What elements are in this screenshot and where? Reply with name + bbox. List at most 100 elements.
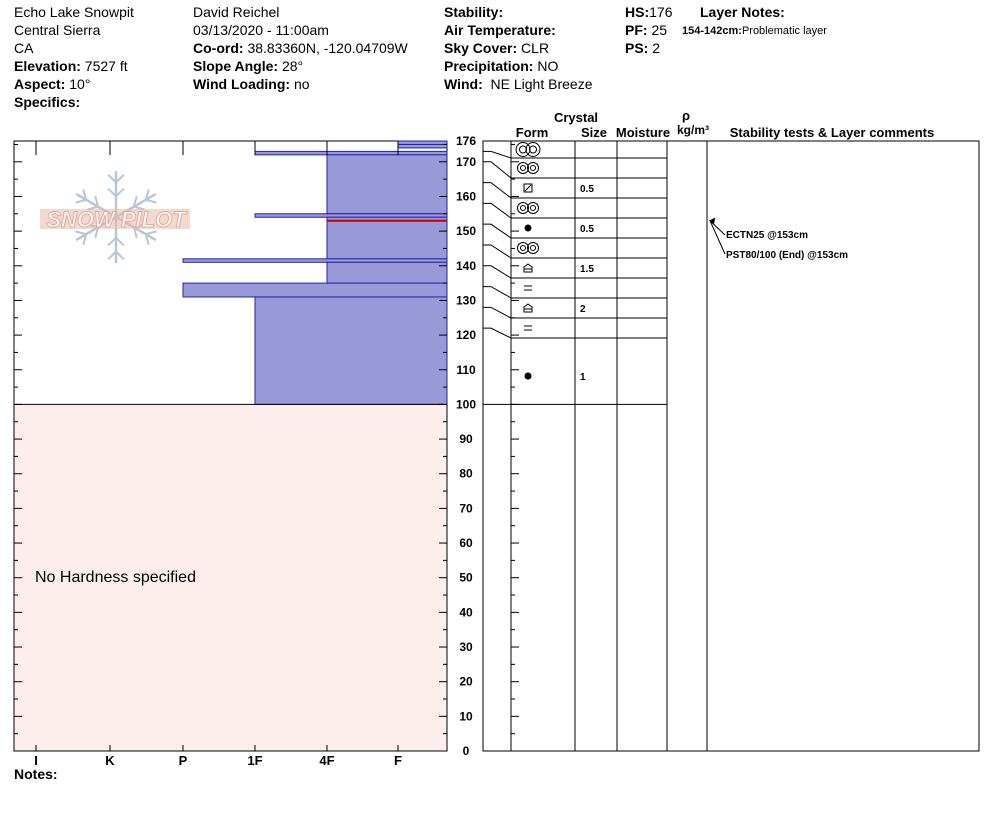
air-temp-row: Air Temperature: (444, 21, 592, 39)
hs-value: 176 (649, 4, 673, 20)
snowflake-branch (115, 250, 125, 260)
layer-note-text: Problematic layer (741, 25, 827, 37)
specifics-label: Specifics: (14, 94, 81, 110)
sky-value: CLR (521, 40, 550, 56)
depth-tick-label: 160 (456, 189, 476, 203)
hs-label: HS: (625, 4, 650, 20)
precip-label: Precipitation: (444, 58, 534, 74)
sky-row: Sky Cover: CLR (444, 39, 592, 57)
slope-row: Slope Angle: 28° (193, 57, 408, 75)
unspecified-hardness-area (14, 404, 447, 751)
observer-name: David Reichel (193, 4, 280, 20)
hardness-layer (254, 213, 448, 218)
snowflake-branch (94, 195, 100, 207)
aspect-label: Aspect: (14, 76, 66, 92)
elevation-value: 7527 ft (84, 58, 128, 74)
stability-test-label: ECTN25 @153cm (726, 230, 808, 241)
hardness-tick-label: 1F (247, 753, 262, 768)
crust-icon (524, 285, 532, 291)
depth-hoar-icon (523, 263, 533, 273)
stability-test-label: PST80/100 (End) @153cm (726, 250, 848, 261)
site-region: Central Sierra (14, 22, 101, 38)
site-state: CA (14, 40, 34, 56)
depth-tick-label: 120 (456, 328, 476, 342)
coord-row: Co-ord: 38.83360N, -120.04709W (193, 39, 408, 57)
stability-row: Stability: (444, 3, 592, 21)
hardness-layer (182, 282, 448, 298)
rounding-faceted-icon (517, 162, 539, 174)
snowflake-branch (75, 230, 87, 236)
layer-connector (483, 306, 512, 319)
depth-tick-label: 170 (456, 155, 476, 169)
depth-tick-label: 176 (456, 134, 476, 148)
snowflake-branch (107, 174, 117, 184)
hardness-layer (254, 150, 448, 156)
snowflake-branch (115, 236, 125, 247)
crystal-header: Crystal (554, 110, 598, 125)
grain-size-label: 1.5 (580, 264, 594, 275)
sky-label: Sky Cover: (444, 40, 518, 56)
ps-label: PS: (625, 40, 649, 56)
rounding-faceted-icon (517, 242, 539, 254)
snowpilot-logo: SNOW PILOT (40, 171, 190, 263)
snowflake-branch (115, 187, 125, 198)
snowflake-branch (107, 236, 117, 247)
slope-value: 28° (281, 58, 304, 74)
snowflake-branch (82, 188, 88, 201)
arrow-icon (709, 217, 715, 224)
pit-info: HS:176 PF: 25 PS: 2 (625, 3, 672, 57)
layer-connector (483, 265, 512, 279)
wind-loading-value: no (293, 76, 310, 92)
faceted-rounded-icon (523, 183, 533, 193)
hardness-layer (397, 143, 448, 149)
logo-band (40, 209, 190, 229)
depth-tick-label: 140 (456, 259, 476, 273)
stability-label: Stability: (444, 4, 504, 20)
snowflake-icon (40, 171, 190, 263)
form-header: Form (516, 125, 549, 140)
hardness-tick-label: K (105, 753, 115, 768)
precip-row: Precipitation: NO (444, 57, 592, 75)
density-header: kg/m³ (677, 123, 709, 137)
aspect-value: 10° (69, 76, 91, 92)
hardness-tick-label: F (394, 753, 402, 768)
specifics-row: Specifics: (14, 93, 134, 111)
depth-tick-label: 130 (456, 293, 476, 307)
pf-row: PF: 25 (625, 21, 672, 39)
ps-value: 2 (652, 40, 661, 56)
coord-label: Co-ord: (193, 40, 244, 56)
stability-leader (709, 220, 726, 255)
depth-tick-label: 30 (459, 640, 473, 654)
conditions-info: Stability: Air Temperature: Sky Cover: C… (444, 3, 592, 93)
moisture-header: Moisture (616, 125, 670, 140)
layer-connector (483, 161, 512, 179)
stability-leader (709, 220, 726, 236)
elevation-row: Elevation: 7527 ft (14, 57, 134, 75)
depth-tick-label: 100 (456, 397, 476, 411)
pf-label: PF: (625, 22, 648, 38)
wind-loading-row: Wind Loading: no (193, 75, 408, 93)
layer-connector (483, 182, 512, 199)
rounding-faceted-icon (515, 142, 541, 157)
no-hardness-label: No Hardness specified (35, 569, 196, 586)
depth-tick-label: 20 (459, 675, 473, 689)
hs-row: HS:176 (625, 3, 672, 21)
depth-tick-label: 0 (463, 744, 470, 758)
wind-row: Wind: NE Light Breeze (444, 75, 592, 93)
grain-size-label: 0.5 (580, 224, 594, 235)
depth-tick-label: 60 (459, 536, 473, 550)
hardness-layer (326, 261, 448, 284)
coord-value: 38.83360N, -120.04709W (247, 40, 408, 56)
elevation-label: Elevation: (14, 58, 81, 74)
hardness-tick-label: P (179, 753, 188, 768)
grain-size-label: 1 (580, 372, 586, 383)
layer-note-range: 154-142cm: (682, 25, 742, 37)
snowflake-branch (144, 188, 150, 201)
depth-tick-label: 50 (459, 571, 473, 585)
depth-tick-label: 90 (459, 432, 473, 446)
snowflake-branch (75, 198, 87, 204)
observer-info: David Reichel 03/13/2020 - 11:00am Co-or… (193, 3, 408, 93)
notes-label: Notes: (14, 766, 58, 782)
profile-frame (482, 140, 980, 752)
